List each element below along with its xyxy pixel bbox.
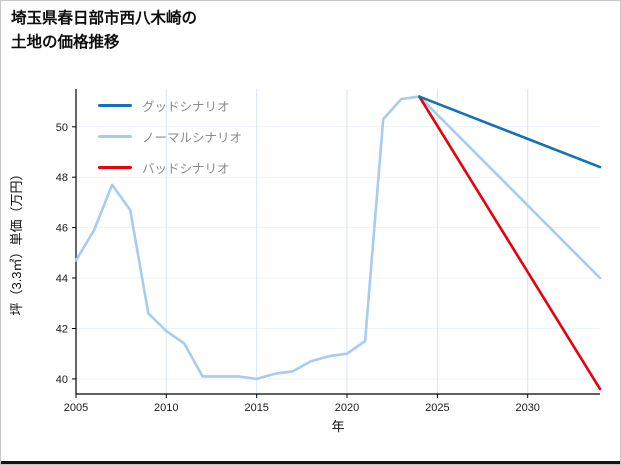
- normal-scenario-line-swatch: [98, 135, 132, 138]
- legend-label-good-scenario: グッドシナリオ: [142, 100, 230, 114]
- legend-item-good-scenario: グッドシナリオ: [98, 96, 242, 115]
- series-line-0: [417, 95, 602, 169]
- x-tick-label: 2015: [244, 402, 268, 414]
- good-scenario-line-swatch: [98, 104, 132, 107]
- y-axis-label: 坪（3.3㎡）単価（万円）: [9, 167, 24, 315]
- y-tick-label: 44: [56, 273, 68, 285]
- y-tick-label: 40: [56, 374, 68, 386]
- bottom-border: [1, 461, 620, 464]
- x-tick-label: 2005: [64, 402, 88, 414]
- y-tick-label: 48: [56, 172, 68, 184]
- x-axis-label: 年: [331, 419, 344, 434]
- chart-title: 埼玉県春日部市西八木崎の 土地の価格推移: [11, 7, 197, 55]
- legend-label-normal-scenario: ノーマルシナリオ: [142, 131, 243, 145]
- legend-label-bad-scenario: バッドシナリオ: [142, 162, 230, 176]
- chart-title-line1: 埼玉県春日部市西八木崎の: [11, 10, 198, 27]
- y-tick-label: 46: [56, 223, 68, 235]
- y-tick-label: 42: [56, 324, 68, 336]
- x-tick-label: 2010: [154, 402, 178, 414]
- legend-item-normal-scenario: ノーマルシナリオ: [98, 127, 242, 146]
- x-tick-label: 2025: [425, 402, 449, 414]
- bad-scenario-line-swatch: [98, 166, 132, 169]
- legend-item-bad-scenario: バッドシナリオ: [98, 158, 242, 177]
- series-line-1: [74, 95, 602, 381]
- chart-title-line2: 土地の価格推移: [11, 34, 120, 52]
- x-tick-label: 2030: [515, 402, 539, 414]
- chart-legend: グッドシナリオ ノーマルシナリオ バッドシナリオ: [98, 96, 242, 177]
- y-tick-label: 50: [56, 122, 68, 134]
- series-line-2: [417, 95, 602, 391]
- x-tick-label: 2020: [335, 402, 359, 414]
